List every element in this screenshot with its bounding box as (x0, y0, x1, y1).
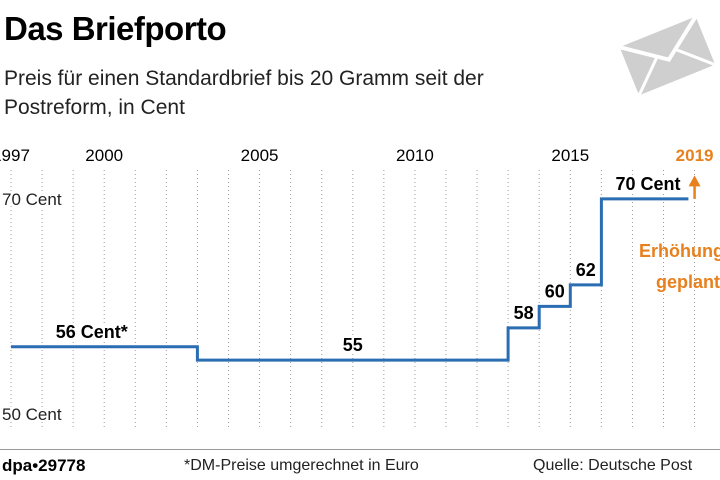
x-tick-2015: 2015 (551, 146, 589, 165)
annotation-line-0: Erhöhung (639, 241, 720, 261)
x-tick-1997: 1997 (0, 146, 30, 165)
year-gridlines (10, 170, 696, 430)
source-credit: Quelle: Deutsche Post (533, 457, 693, 474)
footer-divider (0, 449, 720, 450)
x-axis-labels: 1997 2000 2005 2010 2015 2019 (0, 146, 713, 165)
series-line (11, 197, 689, 362)
data-label-2: 58 (514, 303, 534, 323)
data-labels: 56 Cent* 55 58 60 62 70 Cent (53, 171, 683, 357)
y-tick-50: 50 Cent (2, 405, 62, 424)
dpa-logo: dpa•29778 (2, 456, 86, 475)
x-tick-2010: 2010 (396, 146, 434, 165)
series-line-0 (11, 197, 689, 362)
page-title: Das Briefporto (4, 10, 227, 47)
x-tick-2005: 2005 (241, 146, 279, 165)
y-tick-70: 70 Cent (2, 190, 62, 209)
increase-annotation: Erhöhung geplant (639, 175, 720, 292)
page-subtitle: Preis für einen Standardbrief bis 20 Gra… (4, 67, 484, 119)
envelope-icon (619, 15, 716, 96)
increase-arrow-head (688, 175, 701, 187)
y-axis-labels: 70 Cent 50 Cent (0, 188, 64, 426)
data-label-1: 55 (343, 335, 363, 355)
data-label-5: 70 Cent (615, 174, 680, 194)
data-label-3: 60 (545, 281, 565, 301)
data-label-4: 62 (576, 260, 596, 280)
footnote: *DM-Preise umgerechnet in Euro (184, 457, 419, 474)
x-tick-2000: 2000 (85, 146, 123, 165)
data-label-0: 56 Cent* (56, 322, 128, 342)
x-tick-2019: 2019 (676, 146, 714, 165)
annotation-line-1: geplant (656, 272, 720, 292)
